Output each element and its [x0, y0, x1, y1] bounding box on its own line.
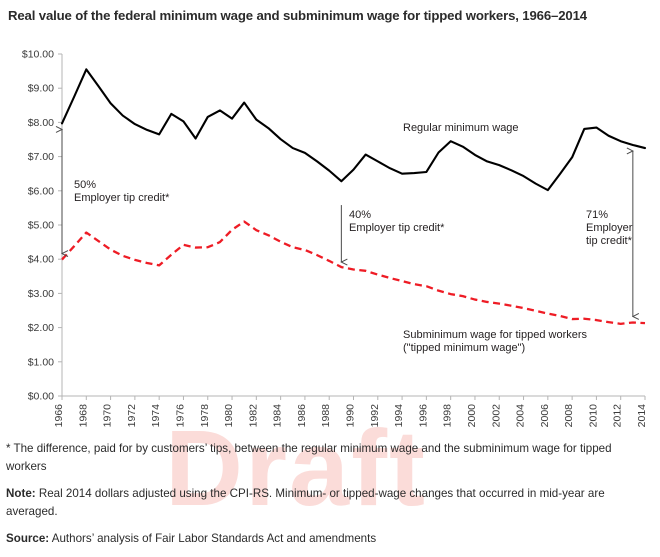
x-tick-label: 1998: [442, 404, 454, 428]
y-tick-label: $10.00: [22, 49, 54, 61]
y-tick-label: $9.00: [28, 83, 54, 95]
series-label-regular: Regular minimum wage: [403, 122, 519, 134]
x-tick-label: 1990: [345, 404, 357, 428]
chart-plot-area: $0.00 $1.00 $2.00 $3.00 $4.00 $5.00 $6.00 $7.00…: [0, 36, 660, 436]
x-tick-label: 2008: [563, 404, 575, 428]
x-tick-label: 1972: [126, 404, 138, 428]
x-tick-label: 1996: [417, 404, 429, 428]
x-tick-label: 2002: [490, 404, 502, 428]
footnote-note: Note: Real 2014 dollars adjusted using t…: [6, 485, 654, 521]
x-tick-label: 2010: [587, 404, 599, 428]
x-tick-label: 2006: [539, 404, 551, 428]
x-tick-label: 1982: [247, 404, 259, 428]
annotation-right-text-1: Employer: [586, 222, 633, 234]
x-tick-label: 1966: [53, 404, 65, 428]
x-tick-label: 1986: [296, 404, 308, 428]
x-tick-label: 1988: [320, 404, 332, 428]
y-tick-label: $0.00: [28, 391, 54, 403]
y-tick-label: $8.00: [28, 117, 54, 129]
footnote-source-text: Authors’ analysis of Fair Labor Standard…: [49, 531, 377, 545]
y-tick-label: $7.00: [28, 151, 54, 163]
annotation-right-pct: 71%: [586, 209, 608, 221]
x-tick-label: 2012: [612, 404, 624, 428]
y-tick-label: $2.00: [28, 322, 54, 334]
x-tick-label: 1984: [272, 404, 284, 428]
x-tick-label: 1992: [369, 404, 381, 428]
annotation-middle-text: Employer tip credit*: [349, 222, 445, 234]
subminimum-wage-line: [61, 220, 646, 325]
x-tick-label: 2000: [466, 404, 478, 428]
x-tick-label: 1968: [77, 404, 89, 428]
series-label-subminimum-2: ("tipped minimum wage"): [403, 342, 525, 354]
x-tick-label: 1980: [223, 404, 235, 428]
x-tick-label: 1970: [102, 404, 114, 428]
x-axis: 1966 1968 1970 1972 1974 1976 1978 1980 1982 1984…: [53, 396, 648, 427]
footnotes: * The difference, paid for by customers’…: [6, 440, 654, 557]
footnote-source-label: Source:: [6, 531, 50, 545]
annotation-left-pct: 50%: [74, 179, 96, 191]
y-tick-label: $5.00: [28, 220, 54, 232]
footnote-source: Source: Authors’ analysis of Fair Labor …: [6, 530, 654, 548]
annotation-left-text: Employer tip credit*: [74, 192, 170, 204]
series-label-subminimum-1: Subminimum wage for tipped workers: [403, 329, 588, 341]
x-tick-label: 1994: [393, 404, 405, 428]
annotation-middle-tip-credit: 40% Employer tip credit*: [349, 209, 445, 234]
x-tick-label: 1976: [174, 404, 186, 428]
x-tick-label: 2004: [515, 404, 527, 428]
annotation-right-text-2: tip credit*: [586, 235, 633, 247]
annotation-left-tip-credit: 50% Employer tip credit*: [74, 179, 170, 204]
y-tick-label: $4.00: [28, 254, 54, 266]
footnote-asterisk: * The difference, paid for by customers’…: [6, 442, 612, 473]
y-axis: $0.00 $1.00 $2.00 $3.00 $4.00 $5.00 $6.00 $7.00…: [22, 49, 62, 403]
line-chart-svg: $0.00 $1.00 $2.00 $3.00 $4.00 $5.00 $6.00 $7.00…: [22, 49, 648, 428]
page-title: Real value of the federal minimum wage a…: [8, 8, 587, 23]
x-tick-label: 2014: [636, 404, 648, 428]
annotation-middle-pct: 40%: [349, 209, 371, 221]
y-tick-label: $1.00: [28, 356, 54, 368]
y-tick-label: $6.00: [28, 185, 54, 197]
x-tick-label: 1974: [150, 404, 162, 428]
annotation-right-tip-credit: 71% Employer tip credit*: [586, 209, 633, 247]
regular-minimum-wage-line: [60, 68, 647, 192]
y-tick-label: $3.00: [28, 288, 54, 300]
footnote-note-label: Note:: [6, 486, 36, 500]
x-tick-label: 1978: [199, 404, 211, 428]
footnote-note-text: Real 2014 dollars adjusted using the CPI…: [6, 486, 605, 518]
